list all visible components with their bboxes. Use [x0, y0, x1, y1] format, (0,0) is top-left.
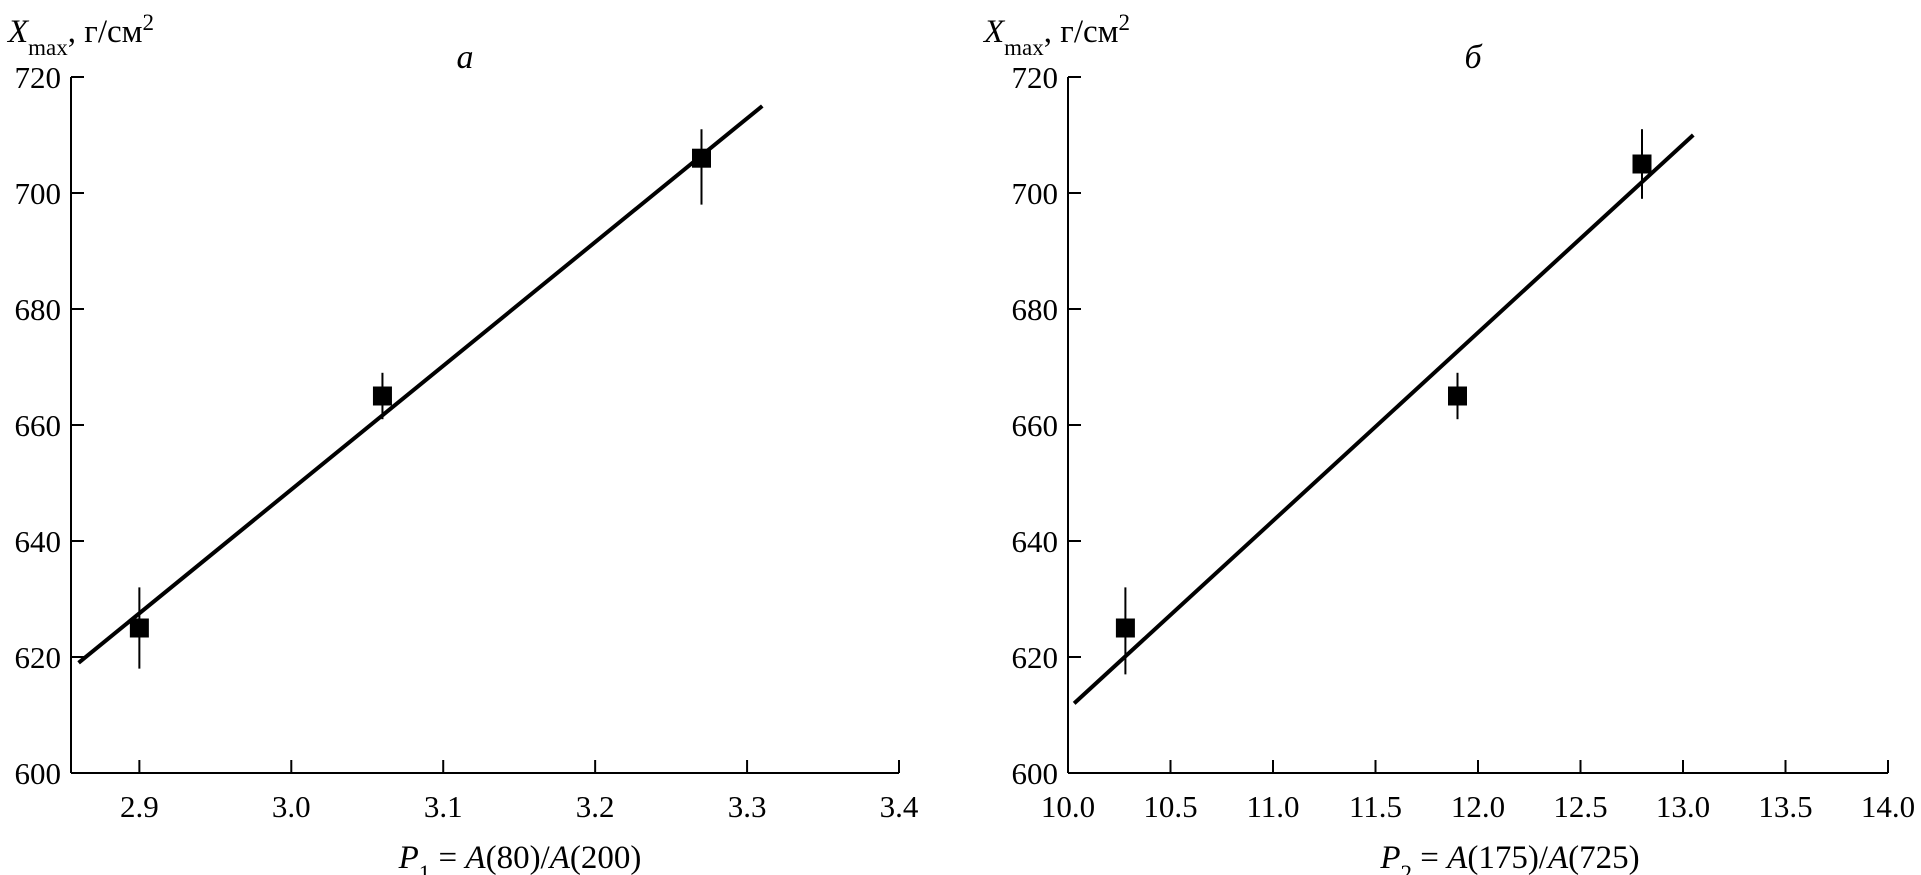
- y-tick-label: 600: [1012, 756, 1059, 791]
- y-tick-label: 660: [15, 408, 62, 443]
- y-tick-label: 680: [15, 292, 62, 327]
- data-point: [1632, 154, 1652, 174]
- x-tick-label: 12.0: [1451, 789, 1505, 824]
- x-axis-label: P2 = A(175)/A(725): [1379, 840, 1639, 875]
- x-tick-label: 14.0: [1861, 789, 1915, 824]
- chart-title: б: [1464, 39, 1483, 76]
- x-tick-label: 10.5: [1143, 789, 1197, 824]
- y-tick-label: 680: [1012, 292, 1059, 327]
- fit-line: [77, 104, 764, 665]
- x-tick-label: 3.3: [728, 789, 767, 824]
- data-point: [1448, 386, 1467, 406]
- chart-a: Xmax, г/см2 а P1 = A(80)/A(200) 600 620 64…: [6, 10, 919, 875]
- x-tick-label: 3.4: [880, 789, 919, 824]
- chart-title: а: [457, 39, 474, 76]
- x-tick-label: 3.2: [576, 789, 615, 824]
- y-tick-label: 600: [15, 756, 62, 791]
- data-point: [129, 618, 149, 638]
- data-point: [372, 386, 392, 406]
- y-tick-label: 620: [15, 640, 62, 675]
- y-tick-label: 640: [1012, 524, 1059, 559]
- y-tick-label: 700: [15, 176, 62, 211]
- y-tick-label: 700: [1012, 176, 1059, 211]
- x-tick-label: 13.5: [1758, 789, 1812, 824]
- x-tick-label: 13.0: [1656, 789, 1710, 824]
- x-tick-label: 2.9: [120, 789, 159, 824]
- x-tick-label: 11.0: [1246, 789, 1299, 824]
- y-tick-label: 720: [15, 60, 62, 95]
- fit-line: [1072, 133, 1695, 705]
- y-tick-label: 620: [1012, 640, 1059, 675]
- x-axis-label: P1 = A(80)/A(200): [398, 840, 642, 875]
- x-tick-label: 11.5: [1349, 789, 1402, 824]
- y-tick-label: 720: [1012, 60, 1059, 95]
- y-tick-label: 660: [1012, 408, 1059, 443]
- data-point: [1115, 618, 1135, 638]
- y-axis-label: Xmax, г/см2: [982, 10, 1130, 60]
- chart-b: Xmax, г/см2 б P2 = A(175)/A(725) 600 620 6…: [982, 10, 1915, 875]
- x-tick-label: 3.0: [272, 789, 311, 824]
- x-tick-label: 10.0: [1041, 789, 1095, 824]
- x-tick-label: 3.1: [424, 789, 463, 824]
- y-tick-label: 640: [15, 524, 62, 559]
- y-axis-label: Xmax, г/см2: [6, 10, 154, 60]
- data-point: [691, 148, 711, 168]
- x-tick-label: 12.5: [1553, 789, 1607, 824]
